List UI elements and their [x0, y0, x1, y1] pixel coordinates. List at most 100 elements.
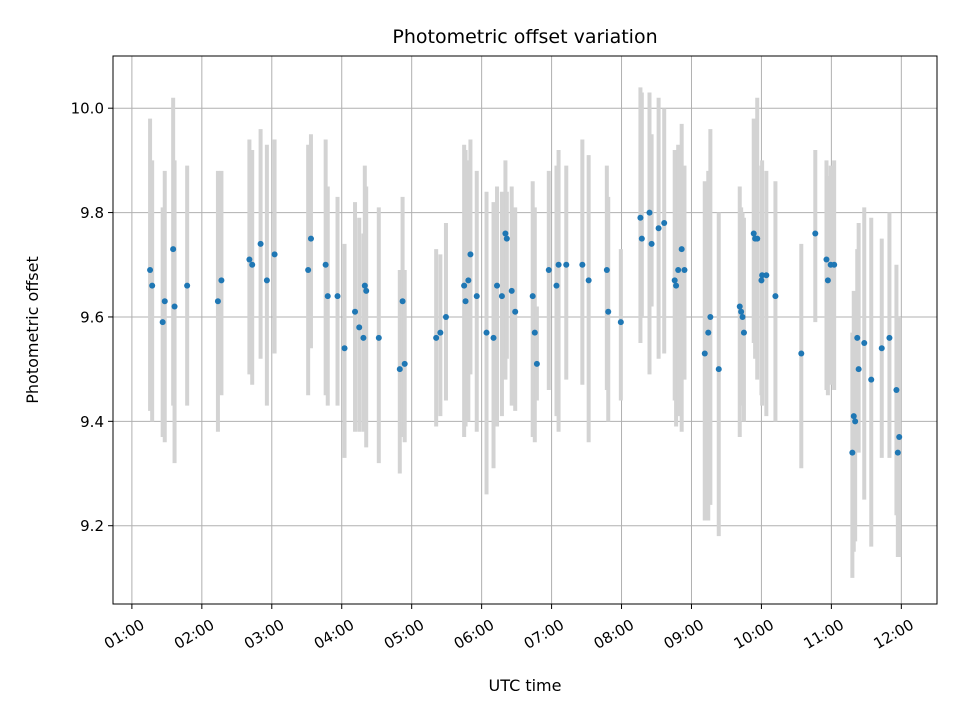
data-point	[503, 235, 510, 242]
data-point	[442, 313, 449, 320]
data-point	[494, 282, 501, 289]
data-point	[579, 261, 586, 268]
data-point	[399, 298, 406, 305]
data-point	[812, 230, 819, 237]
data-point	[473, 293, 480, 300]
data-point	[498, 293, 505, 300]
data-point	[854, 334, 861, 341]
data-point	[823, 256, 830, 263]
data-point	[855, 366, 862, 373]
plot-frame	[112, 55, 938, 605]
data-point	[467, 251, 474, 258]
data-point	[638, 235, 645, 242]
data-point	[701, 350, 708, 357]
data-point	[334, 293, 341, 300]
data-point	[529, 293, 536, 300]
data-point	[161, 298, 168, 305]
y-tick-label: 9.8	[80, 204, 104, 222]
data-point	[646, 209, 653, 216]
data-point	[824, 277, 831, 284]
data-point	[249, 261, 256, 268]
data-point	[896, 433, 903, 440]
data-point	[360, 334, 367, 341]
data-point	[868, 376, 875, 383]
data-point	[352, 308, 359, 315]
data-point	[850, 413, 857, 420]
data-points	[147, 209, 903, 456]
data-point	[462, 298, 469, 305]
data-point	[545, 266, 552, 273]
y-tick-label: 9.2	[80, 517, 104, 535]
data-point	[772, 293, 779, 300]
data-point	[361, 282, 368, 289]
data-point	[508, 287, 515, 294]
data-point	[678, 246, 685, 253]
data-point	[214, 298, 221, 305]
data-point	[707, 313, 714, 320]
x-axis-title: UTC time	[489, 676, 562, 695]
data-point	[648, 240, 655, 247]
y-axis-title: Photometric offset	[23, 256, 42, 404]
data-point	[852, 418, 859, 425]
data-point	[341, 345, 348, 352]
data-point	[465, 277, 472, 284]
data-point	[461, 282, 468, 289]
data-point	[740, 329, 747, 336]
data-point	[246, 256, 253, 263]
data-point	[894, 449, 901, 456]
y-axis: 9.2 9.4 9.6 9.8 10.0	[71, 100, 113, 535]
data-point	[147, 266, 154, 273]
data-point	[750, 230, 757, 237]
data-point	[671, 277, 678, 284]
data-point	[531, 329, 538, 336]
data-point	[831, 261, 838, 268]
data-point	[363, 287, 370, 294]
data-point	[739, 313, 746, 320]
data-point	[171, 303, 178, 310]
data-point	[585, 277, 592, 284]
data-point	[159, 319, 166, 326]
data-point	[763, 272, 770, 279]
data-point	[715, 366, 722, 373]
data-point	[681, 266, 688, 273]
data-point	[758, 277, 765, 284]
data-point	[878, 345, 885, 352]
data-point	[305, 266, 312, 273]
y-tick-label: 9.6	[80, 308, 104, 326]
data-point	[861, 340, 868, 347]
data-point	[170, 246, 177, 253]
data-point	[324, 293, 331, 300]
chart-title: Photometric offset variation	[392, 26, 657, 48]
data-point	[512, 308, 519, 315]
data-point	[375, 334, 382, 341]
data-point	[263, 277, 270, 284]
data-point	[490, 334, 497, 341]
data-point	[555, 261, 562, 268]
data-point	[271, 251, 278, 258]
data-point	[798, 350, 805, 357]
data-point	[705, 329, 712, 336]
data-point	[396, 366, 403, 373]
data-point	[533, 360, 540, 367]
data-point	[433, 334, 440, 341]
data-point	[655, 225, 662, 232]
data-point	[437, 329, 444, 336]
data-point	[637, 214, 644, 221]
data-point	[322, 261, 329, 268]
data-point	[257, 240, 264, 247]
data-point	[736, 303, 743, 310]
data-point	[563, 261, 570, 268]
data-point	[617, 319, 624, 326]
data-point	[661, 220, 668, 227]
data-point	[401, 360, 408, 367]
data-point	[356, 324, 363, 331]
data-point	[673, 282, 680, 289]
data-point	[218, 277, 225, 284]
data-point	[886, 334, 893, 341]
data-point	[483, 329, 490, 336]
data-point	[603, 266, 610, 273]
data-point	[502, 230, 509, 237]
data-point	[149, 282, 156, 289]
data-point	[184, 282, 191, 289]
